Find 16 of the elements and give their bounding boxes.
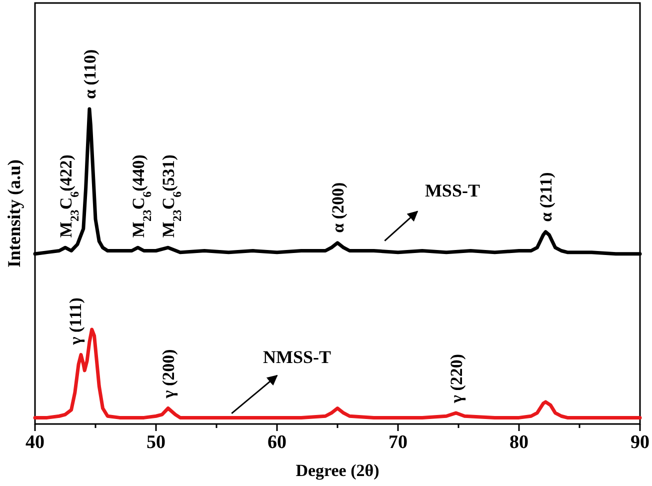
x-tick-label: 90 <box>630 432 650 453</box>
x-tick-label: 80 <box>510 432 528 453</box>
x-tick-label: 40 <box>26 432 44 453</box>
x-tick-label: 50 <box>146 432 166 453</box>
text: MSS-T <box>424 180 480 201</box>
x-tick-label: 60 <box>268 432 286 453</box>
y-axis-title: Intensity (a.u) <box>4 159 24 268</box>
x-tick-label: 70 <box>388 432 408 453</box>
annotation: γ (111) <box>66 298 85 346</box>
annotation: α (211) <box>536 172 556 222</box>
annotation: α (110) <box>80 49 100 99</box>
annotation: γ (200) <box>159 349 178 400</box>
annotation: γ (220) <box>447 354 466 404</box>
text: NMSS-T <box>262 346 331 367</box>
annotation: α (200) <box>328 182 348 233</box>
x-axis-title: Degree (2θ) <box>296 461 380 480</box>
